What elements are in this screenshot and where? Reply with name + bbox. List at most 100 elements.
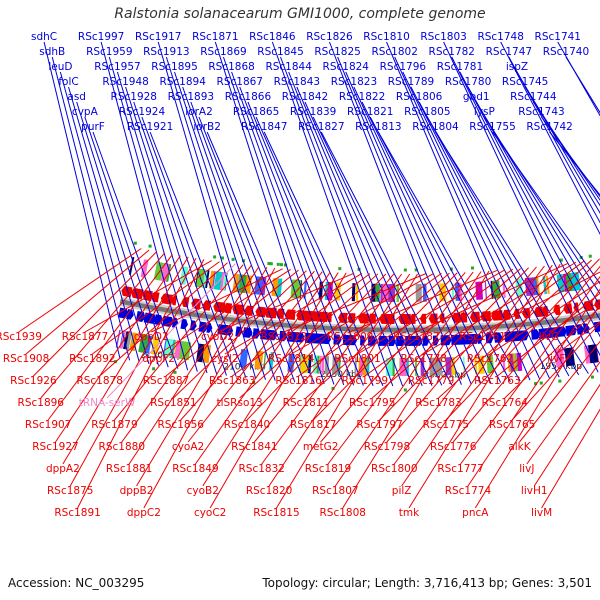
leader-line xyxy=(353,86,492,384)
gene-label: RSc1844 xyxy=(265,61,312,73)
gene-label: RSc1826 xyxy=(306,31,353,43)
gene-label: RSc1924 xyxy=(119,106,166,118)
leader-line xyxy=(141,116,237,377)
cog-box-reverse xyxy=(484,281,488,300)
gene-label: RSc1740 xyxy=(543,46,589,58)
gene-label: RSc1742 xyxy=(526,121,572,133)
gene-label: RSc1787 xyxy=(393,331,439,343)
leader-line xyxy=(328,41,462,385)
leader-line xyxy=(556,321,600,355)
marker-dot xyxy=(449,267,453,271)
marker-dot xyxy=(148,244,152,248)
leader-line xyxy=(492,131,600,285)
reverse-gene xyxy=(358,313,369,324)
gene-label: RSc1866 xyxy=(225,91,272,103)
marker-dot xyxy=(590,375,594,379)
gene-label: metG2 xyxy=(303,441,339,453)
leader-line xyxy=(92,261,220,355)
gene-label: RSc1875 xyxy=(47,485,93,497)
gene-label: RSc1842 xyxy=(282,91,328,103)
forward-gene xyxy=(548,327,561,338)
gene-label: RSc1895 xyxy=(151,61,197,73)
gene-label: RSc1747 xyxy=(486,46,532,58)
leader-line xyxy=(489,280,600,355)
leader-line xyxy=(451,56,600,357)
leader-line xyxy=(430,260,585,377)
gene-label: RSc1820 xyxy=(246,485,292,497)
leader-line xyxy=(276,273,419,509)
gene-label: RSc1777 xyxy=(437,463,483,475)
gene-label: sdhC xyxy=(31,31,57,43)
gene-label: RSc1846 xyxy=(249,31,296,43)
gene-label: RSc1810 xyxy=(363,31,409,43)
leader-line xyxy=(386,266,537,443)
gene-label: RSc1804 xyxy=(412,121,459,133)
leader-line xyxy=(402,71,550,379)
genome-stats-label: Topology: circular; Length: 3,716,413 bp… xyxy=(262,576,592,590)
leader-line xyxy=(290,273,434,355)
marker-dot xyxy=(403,388,407,392)
marker-dot xyxy=(470,266,474,270)
leader-line xyxy=(268,273,411,487)
reverse-gene xyxy=(338,312,348,323)
cog-box-forward xyxy=(299,354,309,373)
gene-label: RSc1795 xyxy=(349,397,395,409)
leader-line xyxy=(296,86,423,387)
gene-label: livH1 xyxy=(521,485,548,497)
leader-line xyxy=(121,265,252,443)
gene-label: RSc1913 xyxy=(143,46,189,58)
leader-line xyxy=(76,101,160,366)
forward-gene xyxy=(405,335,417,346)
gene-label: RSc1748 xyxy=(477,31,523,43)
leader-line xyxy=(438,259,593,399)
leader-line xyxy=(349,269,498,333)
gene-label: RSc1867 xyxy=(217,76,263,88)
leader-line xyxy=(379,267,529,421)
leader-line xyxy=(239,273,379,399)
gene-label: RSc1896 xyxy=(18,397,65,409)
leader-line xyxy=(386,41,531,381)
forward-gene xyxy=(269,329,278,341)
gene-label: RSc1799 xyxy=(342,375,388,387)
leader-line xyxy=(172,270,307,399)
leader-line xyxy=(128,266,260,465)
cog-box-reverse xyxy=(211,271,216,290)
gene-label: RSc1807 xyxy=(312,485,358,497)
leader-line xyxy=(133,101,227,376)
gene-label: RSc1939 xyxy=(0,331,42,343)
gene-label: cyoA2 xyxy=(172,441,204,453)
gene-label: RSc1869 xyxy=(200,46,246,58)
leader-line xyxy=(541,408,600,509)
leader-line xyxy=(474,303,600,509)
tick-label: 2150 kbp xyxy=(140,351,183,361)
leader-line xyxy=(271,41,394,387)
gene-label: RSc1808 xyxy=(320,507,366,519)
forward-gene xyxy=(126,309,134,320)
gene-label: RSc1801 xyxy=(334,353,380,365)
gene-label: RSc1891 xyxy=(54,507,100,519)
gene-label: RSc1893 xyxy=(168,91,214,103)
leader-line xyxy=(459,71,600,338)
cog-box-forward xyxy=(477,355,485,374)
leader-line xyxy=(504,306,600,399)
gene-label: leuD xyxy=(48,61,72,73)
gene-label: RSc1824 xyxy=(323,61,370,73)
cog-box-forward xyxy=(125,331,133,350)
leader-line xyxy=(114,264,244,421)
leader-line xyxy=(68,86,150,365)
leader-line xyxy=(182,86,286,382)
gene-label: RSc1776 xyxy=(430,441,477,453)
gene-label: dppF2 xyxy=(142,353,175,365)
leader-line xyxy=(565,56,600,114)
gene-label: cyoB2 xyxy=(187,485,219,497)
gene-label: RSc1743 xyxy=(518,106,564,118)
leader-line xyxy=(401,264,553,487)
leader-line xyxy=(519,340,600,443)
forward-gene xyxy=(576,324,584,335)
leader-line xyxy=(533,383,600,487)
leader-line xyxy=(55,255,181,443)
leader-line xyxy=(255,116,374,386)
cog-box-forward xyxy=(588,344,598,364)
gene-label: RSc1762 xyxy=(467,353,513,365)
